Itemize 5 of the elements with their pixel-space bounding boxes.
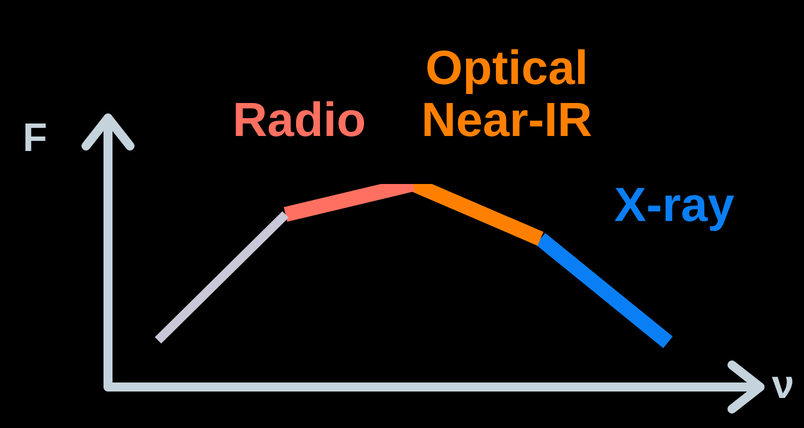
series-label: Optical Near-IR <box>421 42 592 147</box>
y-axis-title: F <box>22 116 48 160</box>
series-label: Radio <box>232 94 366 147</box>
x-axis-title: ν <box>772 363 794 408</box>
series-label: X-ray <box>614 178 735 232</box>
